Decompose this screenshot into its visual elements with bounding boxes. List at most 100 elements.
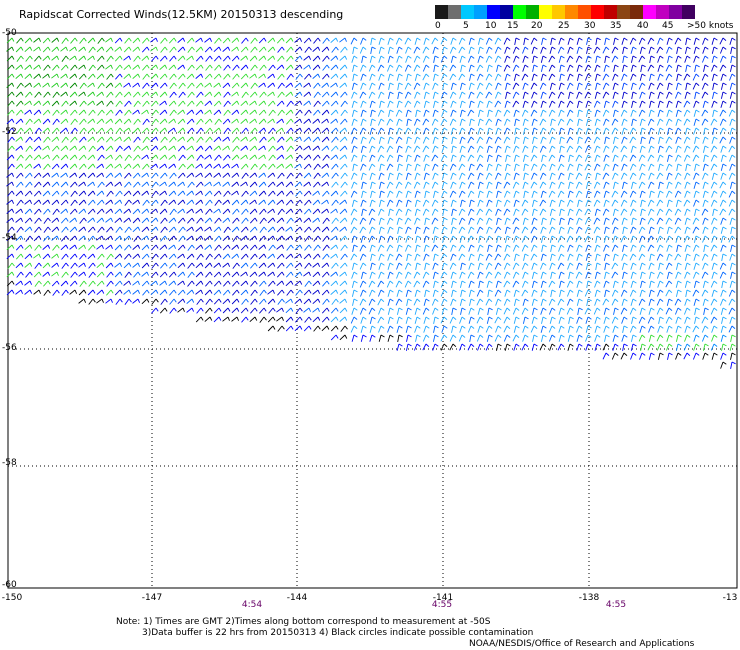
wind-barb (160, 298, 168, 305)
wind-barb (267, 199, 276, 206)
wind-barb (477, 100, 484, 108)
wind-barb (321, 163, 330, 169)
wind-barb (168, 127, 176, 133)
wind-barb (584, 226, 592, 234)
wind-barb (424, 262, 430, 270)
wind-barb (114, 172, 123, 178)
wind-barb (24, 37, 33, 44)
wind-barb (558, 307, 565, 315)
wind-barb (503, 316, 511, 324)
wind-barb (728, 109, 736, 117)
wind-barb (331, 298, 339, 305)
wind-barb (459, 343, 466, 351)
wind-barb (141, 226, 150, 233)
wind-barb (549, 199, 556, 207)
wind-barb (521, 226, 529, 234)
wind-barb (232, 64, 240, 71)
wind-barb (87, 199, 96, 206)
wind-barb (531, 280, 538, 288)
wind-barb (603, 163, 610, 171)
wind-barb (321, 46, 330, 53)
wind-barb (441, 109, 448, 117)
wind-barb (639, 289, 646, 297)
legend-label-30: 30 (584, 21, 596, 31)
wind-barb (294, 217, 303, 223)
wind-barb (330, 55, 339, 62)
wind-barb (186, 190, 195, 196)
wind-barb (567, 190, 574, 198)
wind-barb (531, 100, 538, 108)
wind-barb (241, 37, 249, 44)
wind-barb (559, 145, 565, 153)
wind-barb (350, 325, 358, 333)
wind-barb (213, 127, 222, 134)
wind-barb (433, 64, 439, 72)
wind-barb (558, 109, 565, 117)
wind-barb (611, 298, 619, 306)
wind-barb (250, 253, 258, 260)
wind-barb (729, 118, 736, 126)
wind-barb (267, 271, 276, 277)
wind-barb (647, 316, 655, 324)
wind-barb (486, 64, 493, 72)
wind-barb (268, 244, 276, 251)
wind-barb (51, 136, 60, 143)
wind-barb (330, 244, 339, 250)
wind-barbs (6, 37, 736, 369)
wind-barb (522, 91, 529, 99)
wind-barb (160, 235, 168, 242)
wind-barb (213, 280, 222, 287)
wind-barb (405, 325, 412, 333)
wind-barb (258, 46, 267, 53)
wind-barb (25, 118, 33, 125)
wind-barb (79, 82, 87, 89)
wind-barb (594, 280, 601, 288)
wind-barb (432, 136, 439, 144)
wind-barb (267, 82, 276, 88)
wind-barb (450, 172, 457, 180)
wind-barb (304, 280, 312, 287)
wind-barb (24, 64, 33, 70)
wind-barb (249, 316, 258, 323)
wind-barb (666, 244, 673, 252)
wind-barb (720, 325, 727, 333)
note-line-1: Note: 1) Times are GMT 2)Times along bot… (116, 617, 491, 627)
wind-barb (450, 100, 457, 108)
wind-barb (638, 226, 646, 234)
wind-barb (468, 46, 475, 54)
wind-barb (656, 307, 664, 315)
wind-barb (96, 280, 105, 287)
wind-barb (701, 334, 709, 342)
wind-barb (603, 235, 610, 243)
wind-barb (205, 307, 213, 314)
wind-barb (647, 37, 655, 45)
wind-barb (584, 217, 592, 225)
wind-barb (87, 208, 96, 215)
wind-barb (141, 217, 150, 224)
wind-barb (621, 154, 628, 162)
wind-barb (495, 280, 502, 288)
wind-barb (123, 118, 132, 125)
wind-barb (267, 289, 275, 295)
wind-barb (368, 163, 376, 171)
wind-barb (657, 154, 664, 162)
wind-barb (141, 109, 149, 115)
wind-barb (451, 325, 457, 333)
wind-barb (15, 235, 24, 242)
wind-barb (69, 100, 78, 106)
wind-barb (440, 55, 448, 63)
wind-barb (169, 46, 177, 53)
wind-barb (460, 199, 466, 207)
wind-barb (550, 118, 556, 126)
wind-barb (612, 163, 619, 171)
legend-swatch-19 (682, 5, 695, 19)
wind-barb (540, 271, 547, 279)
wind-barb (123, 163, 132, 170)
wind-barb (693, 127, 700, 135)
wind-barb (258, 109, 267, 116)
wind-barb (387, 100, 394, 108)
wind-barb (729, 100, 736, 108)
wind-barb (496, 343, 502, 351)
wind-barb (512, 307, 520, 315)
wind-barb (730, 244, 736, 252)
